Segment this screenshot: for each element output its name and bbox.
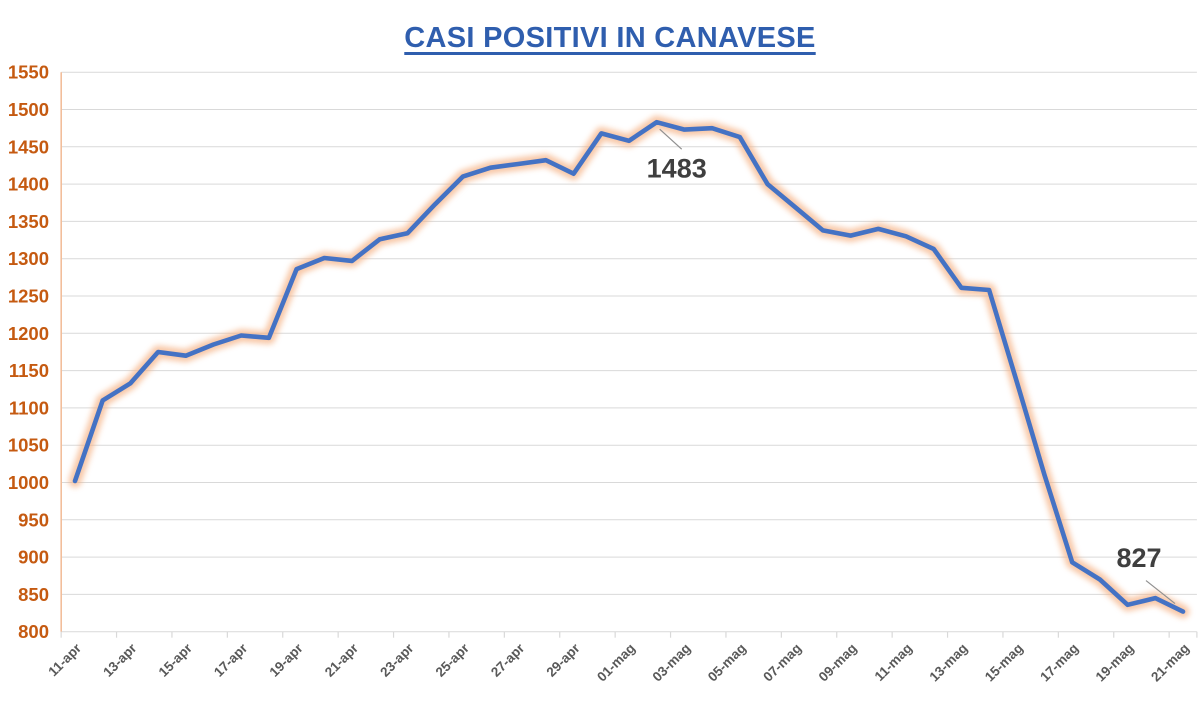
x-axis-label: 13-apr <box>100 640 140 680</box>
y-axis-label: 1500 <box>8 99 49 120</box>
x-axis-label: 17-apr <box>211 640 251 680</box>
y-axis-label: 1050 <box>8 435 49 456</box>
x-axis-label: 09-mag <box>816 641 860 685</box>
y-axis-label: 1100 <box>9 397 49 418</box>
x-axis-label: 11-mag <box>872 641 916 685</box>
x-axis-label: 03-mag <box>649 641 693 685</box>
x-axis-label: 19-apr <box>266 640 306 680</box>
chart-title: CASI POSITIVI IN CANAVESE <box>404 22 816 54</box>
x-axis-label: 23-apr <box>377 640 417 680</box>
series-line <box>72 119 1186 614</box>
x-axis-label: 05-mag <box>705 641 749 685</box>
data-label-827: 827 <box>1116 543 1161 573</box>
x-axis-label: 15-mag <box>982 641 1026 685</box>
x-axis-label: 15-apr <box>156 640 196 680</box>
x-axis-label: 11-apr <box>45 640 84 679</box>
x-axis-label: 07-mag <box>760 641 804 685</box>
x-axis-label: 21-apr <box>322 640 362 680</box>
x-axis-label: 27-apr <box>488 640 528 680</box>
annotation-leader-line <box>1145 580 1176 605</box>
y-axis-label: 1200 <box>8 323 49 344</box>
y-axis-label: 1550 <box>8 62 49 83</box>
annotation-leader-line <box>659 128 683 150</box>
x-axis-label: 25-apr <box>433 640 473 680</box>
x-axis-label: 13-mag <box>926 641 970 685</box>
series-line-glow <box>68 115 1190 619</box>
y-axis-label: 1350 <box>8 211 49 232</box>
x-axis-label: 01-mag <box>594 641 638 685</box>
y-axis-label: 1150 <box>9 360 49 381</box>
y-axis-label: 800 <box>18 621 49 642</box>
x-axis-label: 17-mag <box>1037 641 1081 685</box>
y-axis-label: 1400 <box>8 174 49 195</box>
y-axis-label: 850 <box>18 584 49 605</box>
x-axis-label: 29-apr <box>543 640 583 680</box>
x-axis-label: 21-mag <box>1148 641 1192 685</box>
y-axis-label: 1250 <box>8 286 49 307</box>
y-axis-label: 1300 <box>8 248 49 269</box>
y-axis-label: 900 <box>18 547 49 568</box>
y-axis-label: 1000 <box>8 472 49 493</box>
x-axis-label: 19-mag <box>1093 641 1137 685</box>
data-label-1483: 1483 <box>647 154 707 184</box>
y-axis-label: 1450 <box>8 136 49 157</box>
y-axis-label: 950 <box>18 509 49 530</box>
